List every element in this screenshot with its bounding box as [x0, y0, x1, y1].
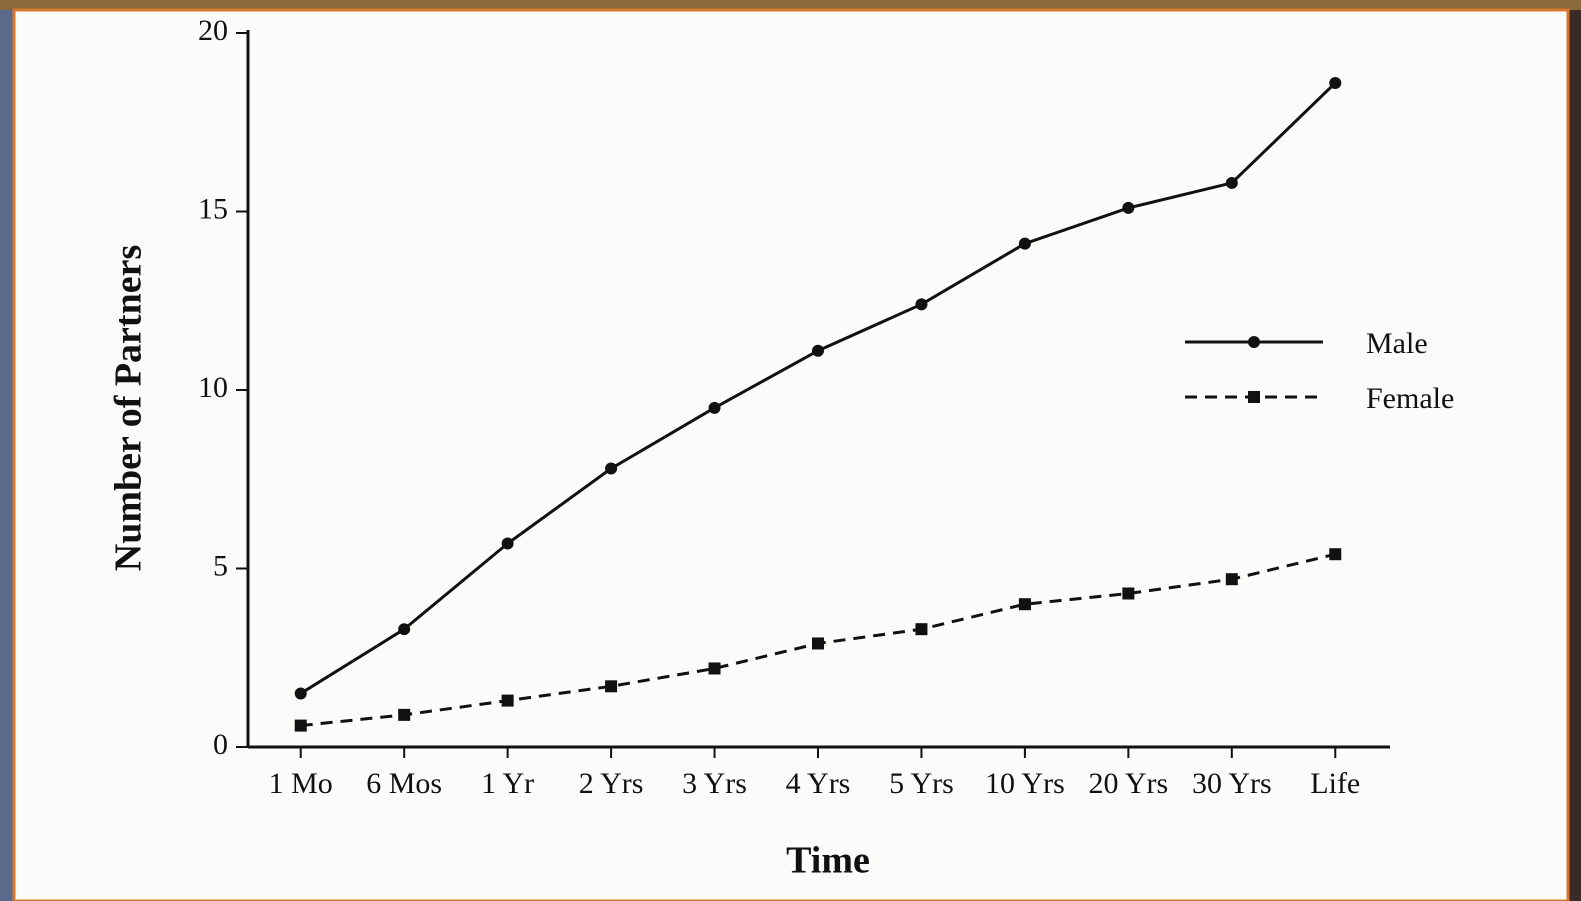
x-tick-label: Life [1310, 767, 1360, 800]
marker [501, 694, 514, 707]
marker [398, 623, 411, 636]
marker [1225, 176, 1238, 189]
x-tick-label: 3 Yrs [682, 767, 747, 800]
legend-label: Female [1366, 382, 1454, 415]
y-tick-label: 10 [198, 371, 228, 404]
marker [1329, 548, 1342, 561]
marker [915, 298, 928, 311]
marker [812, 637, 824, 650]
marker [398, 708, 411, 721]
x-tick-label: 1 Yr [481, 767, 534, 800]
marker [708, 662, 721, 675]
marker [1018, 237, 1031, 250]
marker [1122, 201, 1135, 214]
x-tick-label: 2 Yrs [579, 767, 644, 800]
marker [605, 462, 618, 475]
legend-marker [1248, 336, 1260, 348]
y-axis-title: Number of Partners [108, 245, 150, 571]
x-tick-label: 10 Yrs [985, 767, 1065, 800]
figure-frame [12, 8, 1570, 901]
marker [812, 344, 824, 357]
marker [294, 719, 307, 732]
top-edge [0, 0, 1581, 10]
y-tick-label: 15 [198, 192, 228, 225]
legend-label: Male [1366, 327, 1428, 360]
x-tick-label: 5 Yrs [889, 767, 954, 800]
marker [1018, 598, 1031, 611]
marker [605, 680, 618, 693]
marker [1225, 573, 1238, 586]
marker [1122, 587, 1135, 600]
marker [915, 623, 928, 636]
x-axis-title: Time [786, 840, 870, 882]
marker [294, 687, 307, 700]
x-tick-label: 6 Mos [366, 767, 442, 800]
y-tick-label: 20 [198, 14, 228, 47]
y-tick-label: 5 [213, 549, 228, 582]
marker [1329, 76, 1342, 89]
x-tick-label: 4 Yrs [786, 767, 851, 800]
x-tick-label: 20 Yrs [1089, 767, 1169, 800]
y-tick-label: 0 [213, 728, 228, 761]
right-edge [1568, 10, 1581, 901]
marker [501, 537, 514, 550]
marker [708, 401, 721, 414]
x-tick-label: 30 Yrs [1192, 767, 1272, 800]
legend-marker [1248, 391, 1260, 403]
x-tick-label: 1 Mo [269, 767, 333, 800]
left-edge [0, 10, 14, 901]
